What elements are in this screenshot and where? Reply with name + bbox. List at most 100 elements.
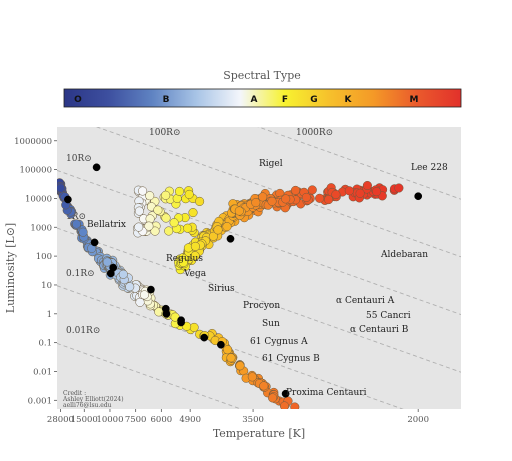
star-point	[161, 213, 171, 223]
star-point	[213, 225, 223, 235]
star-point	[324, 195, 334, 205]
y-tick-label: 100000	[20, 166, 52, 176]
radius-lines	[57, 127, 461, 409]
radius-line-label: 10R⊙	[66, 154, 92, 164]
star-point	[394, 183, 404, 193]
star-point	[290, 185, 301, 195]
star-point	[71, 219, 82, 229]
colorbar-label-o: O	[74, 95, 82, 105]
star-label: Regulus	[166, 254, 203, 264]
credit-line-3: aelli76@lsu.edu	[63, 402, 112, 409]
star-label: Proxima Centauri	[286, 388, 367, 398]
star-point	[125, 282, 135, 292]
star-point	[344, 186, 354, 196]
star-point	[315, 193, 325, 203]
star-point	[178, 257, 188, 268]
named-star-point	[90, 238, 99, 247]
radius-line	[57, 169, 461, 315]
y-tick-label: 10000	[25, 194, 52, 204]
radius-line	[57, 342, 243, 409]
star-point	[226, 353, 236, 363]
credit-line-1: Credit :	[63, 390, 86, 397]
radius-line-label: 1000R⊙	[296, 128, 333, 138]
star-point	[331, 189, 341, 200]
star-label: Bellatrix	[87, 220, 126, 230]
star-point	[208, 231, 218, 241]
x-tick-label: 2000	[407, 415, 429, 425]
star-point	[150, 226, 160, 236]
star-point	[189, 322, 199, 332]
radius-line-label: 0.1R⊙	[66, 269, 95, 279]
named-star-point	[217, 340, 225, 349]
star-point	[183, 223, 193, 233]
credit-line-2: Ashley Elliott(2024)	[62, 396, 124, 403]
star-label: Sirius	[208, 284, 235, 294]
star-point	[355, 188, 365, 198]
x-axis-label: Temperature [K]	[213, 427, 305, 440]
colorbar-title: Spectral Type	[223, 69, 301, 82]
colorbar-label-f: F	[282, 95, 288, 105]
named-star-point	[161, 304, 170, 313]
radius-line	[57, 227, 461, 373]
radius-labels: 0.01R⊙ 0.1R⊙ 1R⊙ 10R⊙ 100R⊙ 1000R⊙	[66, 128, 333, 336]
star-point	[251, 198, 261, 208]
star-point	[145, 191, 155, 201]
star-label: α Centauri B	[350, 325, 409, 335]
star-point	[258, 192, 268, 202]
y-axis-label: Luminosity [L⊙]	[4, 223, 17, 313]
star-label: 61 Cygnus B	[262, 354, 320, 364]
colorbar-label-b: B	[163, 95, 170, 105]
star-point	[190, 241, 200, 251]
x-tick-label: 3500	[242, 415, 264, 425]
star-point	[78, 227, 88, 237]
credit-text: Credit : Ashley Elliott(2024) aelli76@ls…	[62, 390, 124, 409]
star-point	[301, 192, 311, 202]
plot-background	[57, 127, 461, 409]
named-star-point	[147, 285, 155, 294]
star-point	[222, 222, 232, 232]
star-point	[135, 297, 145, 307]
star-point	[188, 208, 198, 218]
y-tick-label: 100	[36, 252, 52, 262]
star-point	[267, 196, 277, 206]
star-point	[268, 393, 278, 403]
star-point	[161, 190, 171, 200]
x-tick-label: 6000	[151, 415, 173, 425]
star-point	[372, 187, 382, 197]
star-point	[134, 222, 144, 232]
star-point	[169, 218, 179, 228]
colorbar	[63, 88, 462, 108]
star-label: Rigel	[259, 159, 283, 169]
star-label: α Centauri A	[336, 296, 395, 306]
star-point	[153, 205, 163, 215]
named-star-point	[64, 195, 72, 204]
star-point	[234, 206, 244, 216]
y-tick-label: 1	[47, 310, 52, 320]
star-label: 55 Cancri	[366, 311, 411, 321]
named-star-point	[281, 389, 290, 398]
star-point	[281, 194, 291, 204]
y-tick-label: 10	[41, 281, 52, 291]
named-star-point	[106, 269, 115, 278]
radius-line-label: 100R⊙	[149, 128, 181, 138]
star-point	[144, 221, 154, 231]
star-point	[235, 361, 245, 371]
colorbar-label-a: A	[251, 95, 258, 105]
star-label: 61 Cygnus A	[250, 337, 308, 347]
radius-line	[95, 127, 461, 258]
star-point	[184, 189, 194, 199]
star-point	[190, 251, 200, 261]
star-point	[102, 257, 112, 267]
star-label: Sun	[262, 319, 280, 329]
y-tick-label: 0.1	[38, 339, 52, 349]
x-tick-label: 10000	[96, 415, 123, 425]
radius-line	[257, 127, 461, 200]
star-label: Procyon	[243, 301, 280, 311]
colorbar-label-g: G	[310, 95, 317, 105]
radius-line-label: 1R⊙	[66, 212, 86, 222]
radius-line	[57, 285, 404, 409]
y-tick-label: 1000000	[14, 137, 52, 147]
star-point	[57, 183, 66, 193]
